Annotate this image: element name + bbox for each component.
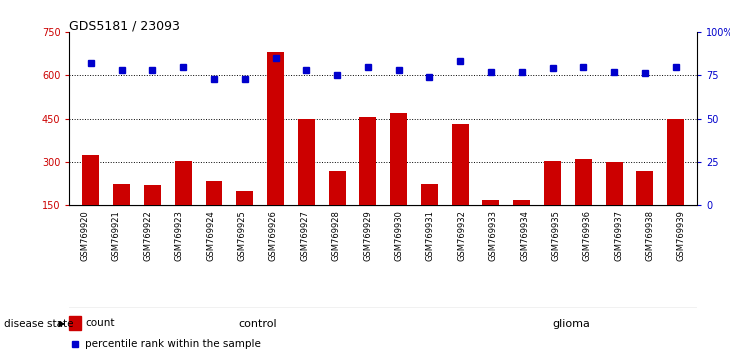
- Text: GSM769920: GSM769920: [80, 210, 90, 261]
- Bar: [69, 316, 80, 330]
- Bar: [667, 119, 684, 205]
- Bar: [359, 117, 377, 205]
- Text: GSM769934: GSM769934: [520, 210, 529, 261]
- Text: disease state: disease state: [4, 319, 73, 329]
- Bar: [206, 181, 223, 205]
- Bar: [483, 200, 499, 205]
- Text: glioma: glioma: [553, 319, 591, 329]
- Bar: [174, 160, 192, 205]
- Text: GDS5181 / 23093: GDS5181 / 23093: [69, 19, 180, 33]
- Bar: [544, 160, 561, 205]
- Bar: [452, 124, 469, 205]
- Bar: [390, 113, 407, 205]
- Bar: [421, 184, 438, 205]
- Text: GSM769935: GSM769935: [551, 210, 561, 261]
- Bar: [113, 184, 130, 205]
- Bar: [513, 200, 530, 205]
- Text: GSM769923: GSM769923: [174, 210, 184, 261]
- Text: GSM769939: GSM769939: [677, 210, 686, 261]
- Text: GSM769921: GSM769921: [112, 210, 121, 261]
- Text: GSM769929: GSM769929: [363, 210, 372, 261]
- Text: percentile rank within the sample: percentile rank within the sample: [85, 339, 261, 349]
- Text: GSM769924: GSM769924: [206, 210, 215, 261]
- Text: GSM769931: GSM769931: [426, 210, 435, 261]
- Text: GSM769927: GSM769927: [300, 210, 310, 261]
- Text: GSM769932: GSM769932: [457, 210, 466, 261]
- Text: GSM769928: GSM769928: [331, 210, 341, 261]
- Text: GSM769922: GSM769922: [143, 210, 153, 261]
- Bar: [328, 171, 345, 205]
- Bar: [144, 184, 161, 205]
- Text: GSM769938: GSM769938: [645, 210, 655, 262]
- Text: GSM769933: GSM769933: [488, 210, 498, 262]
- Bar: [298, 119, 315, 205]
- Text: count: count: [85, 318, 115, 328]
- Bar: [267, 52, 284, 205]
- Bar: [606, 162, 623, 205]
- Bar: [575, 159, 592, 205]
- Text: control: control: [239, 319, 277, 329]
- Bar: [82, 155, 99, 205]
- Text: GSM769936: GSM769936: [583, 210, 592, 262]
- Bar: [637, 171, 653, 205]
- Text: GSM769930: GSM769930: [394, 210, 404, 261]
- Text: GSM769937: GSM769937: [614, 210, 623, 262]
- Text: GSM769926: GSM769926: [269, 210, 278, 261]
- Bar: [237, 191, 253, 205]
- Text: GSM769925: GSM769925: [237, 210, 247, 261]
